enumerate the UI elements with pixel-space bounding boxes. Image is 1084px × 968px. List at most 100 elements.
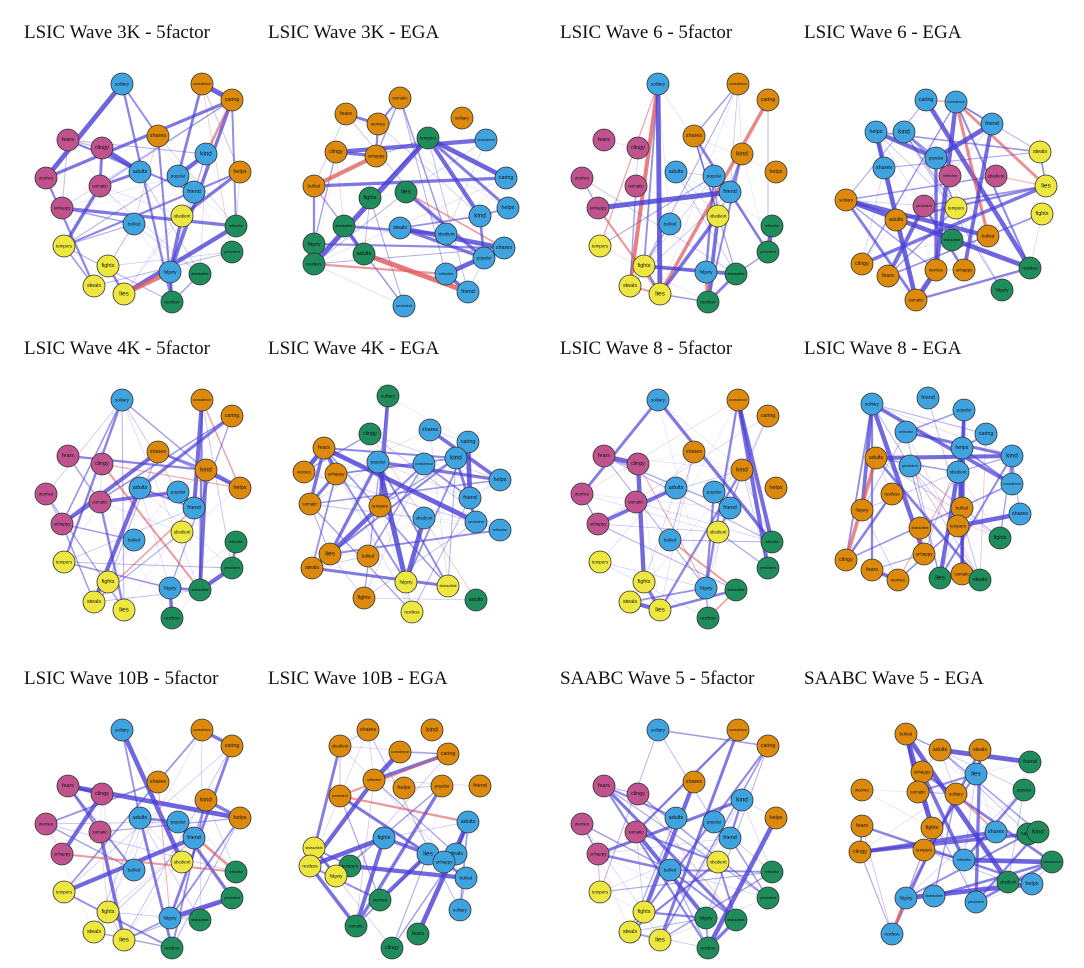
edge: [107, 451, 159, 583]
node-label: solitary: [453, 908, 468, 913]
edge: [139, 487, 171, 589]
node-circle: [128, 160, 152, 184]
node-label: conscience: [193, 728, 211, 732]
node-unhappy: unhappy: [910, 760, 934, 784]
panel-title: LSIC Wave 3K - EGA: [268, 22, 440, 43]
node-circle: [756, 734, 780, 758]
edge: [871, 402, 1013, 486]
node-label: persistent: [968, 900, 984, 904]
node-circle: [444, 446, 468, 470]
edge: [45, 821, 179, 825]
node-circle: [1008, 502, 1032, 526]
node-circle: [626, 782, 650, 806]
node-circle: [166, 480, 190, 504]
node-label: obedient: [988, 174, 1006, 179]
node-adults: adults: [664, 476, 688, 500]
node-label: unhappy: [956, 268, 974, 273]
node-circle: [706, 520, 730, 544]
panel-title: LSIC Wave 8 - EGA: [804, 338, 962, 359]
node-circle: [122, 858, 146, 882]
edge: [635, 185, 719, 217]
node-label: lies: [971, 771, 981, 778]
edge: [629, 399, 739, 603]
node-steals: steals: [1028, 140, 1052, 164]
node-unhappy: unhappy: [432, 850, 456, 874]
edge: [309, 479, 501, 505]
node-conscience: conscience: [944, 90, 968, 114]
edge: [459, 821, 469, 911]
node-label: shares: [496, 245, 512, 251]
node-circle: [434, 222, 458, 246]
node-circle: [756, 88, 780, 112]
node-label: clingy: [363, 431, 377, 437]
node-circle: [188, 908, 212, 932]
node-circle: [220, 734, 244, 758]
edge: [859, 851, 893, 935]
edge: [580, 399, 660, 495]
edge: [659, 588, 737, 612]
node-unhappy: unhappy: [912, 542, 936, 566]
node-label: shares: [150, 133, 166, 139]
edge: [741, 469, 769, 569]
edge: [861, 167, 885, 265]
node-solitary: solitary: [944, 782, 968, 806]
edge: [328, 504, 382, 556]
node-steals: steals: [82, 274, 106, 298]
node-circle: [592, 444, 616, 468]
edge: [308, 864, 358, 928]
node-label: shares: [686, 449, 702, 455]
node-kind: kind: [892, 120, 916, 144]
edge: [603, 455, 743, 471]
node-circle: [944, 782, 968, 806]
node-shares: shares: [146, 440, 170, 464]
node-label: adults: [669, 815, 684, 821]
node-circle: [358, 186, 382, 210]
panel-title: LSIC Wave 4K - EGA: [268, 338, 440, 359]
edge: [67, 454, 207, 472]
node-label: distractible: [191, 272, 208, 276]
node-persistent: persistent: [912, 194, 936, 218]
node-circle: [364, 144, 388, 168]
node-circle: [166, 810, 190, 834]
node-caring: caring: [220, 88, 244, 112]
node-label: popular: [171, 174, 186, 179]
node-label: fears: [412, 931, 424, 937]
node-circle: [412, 506, 436, 530]
edge: [629, 587, 707, 603]
node-label: tempers: [56, 244, 73, 249]
node-circle: [194, 142, 218, 166]
node-lies: lies: [1034, 174, 1058, 198]
network-graph: solitary conscience caring fears clingy share…: [34, 388, 252, 630]
node-label: adults: [669, 169, 684, 175]
node-label: persistent: [396, 304, 412, 308]
node-circle: [372, 826, 396, 850]
edge: [133, 415, 233, 541]
node-label: unhappy: [914, 770, 932, 775]
node-circle: [950, 436, 974, 460]
node-label: restless: [700, 300, 716, 305]
node-kind: kind: [468, 204, 492, 228]
node-label: kind: [1032, 829, 1044, 836]
node-circle: [860, 558, 884, 582]
node-label: popular: [929, 156, 944, 161]
node-label: caring: [461, 439, 476, 445]
node-circle: [696, 936, 720, 960]
node-label: friend: [985, 121, 999, 127]
edge: [657, 729, 769, 747]
node-label: reflective: [765, 540, 779, 544]
node-label: adults: [133, 815, 148, 821]
edge: [917, 791, 977, 903]
edge: [658, 99, 770, 295]
edge: [599, 451, 695, 563]
node-label: unhappy: [328, 472, 346, 477]
edge: [861, 825, 893, 935]
node-conscience: conscience: [412, 452, 436, 476]
node-label: distractible: [925, 894, 942, 898]
node-tempers: tempers: [52, 234, 76, 258]
node-circle: [694, 576, 718, 600]
node-circle: [764, 476, 788, 500]
node-fights: fights: [920, 816, 944, 840]
node-obedient: obedient: [434, 222, 458, 246]
edge: [659, 871, 773, 941]
node-label: somatic: [92, 184, 108, 189]
